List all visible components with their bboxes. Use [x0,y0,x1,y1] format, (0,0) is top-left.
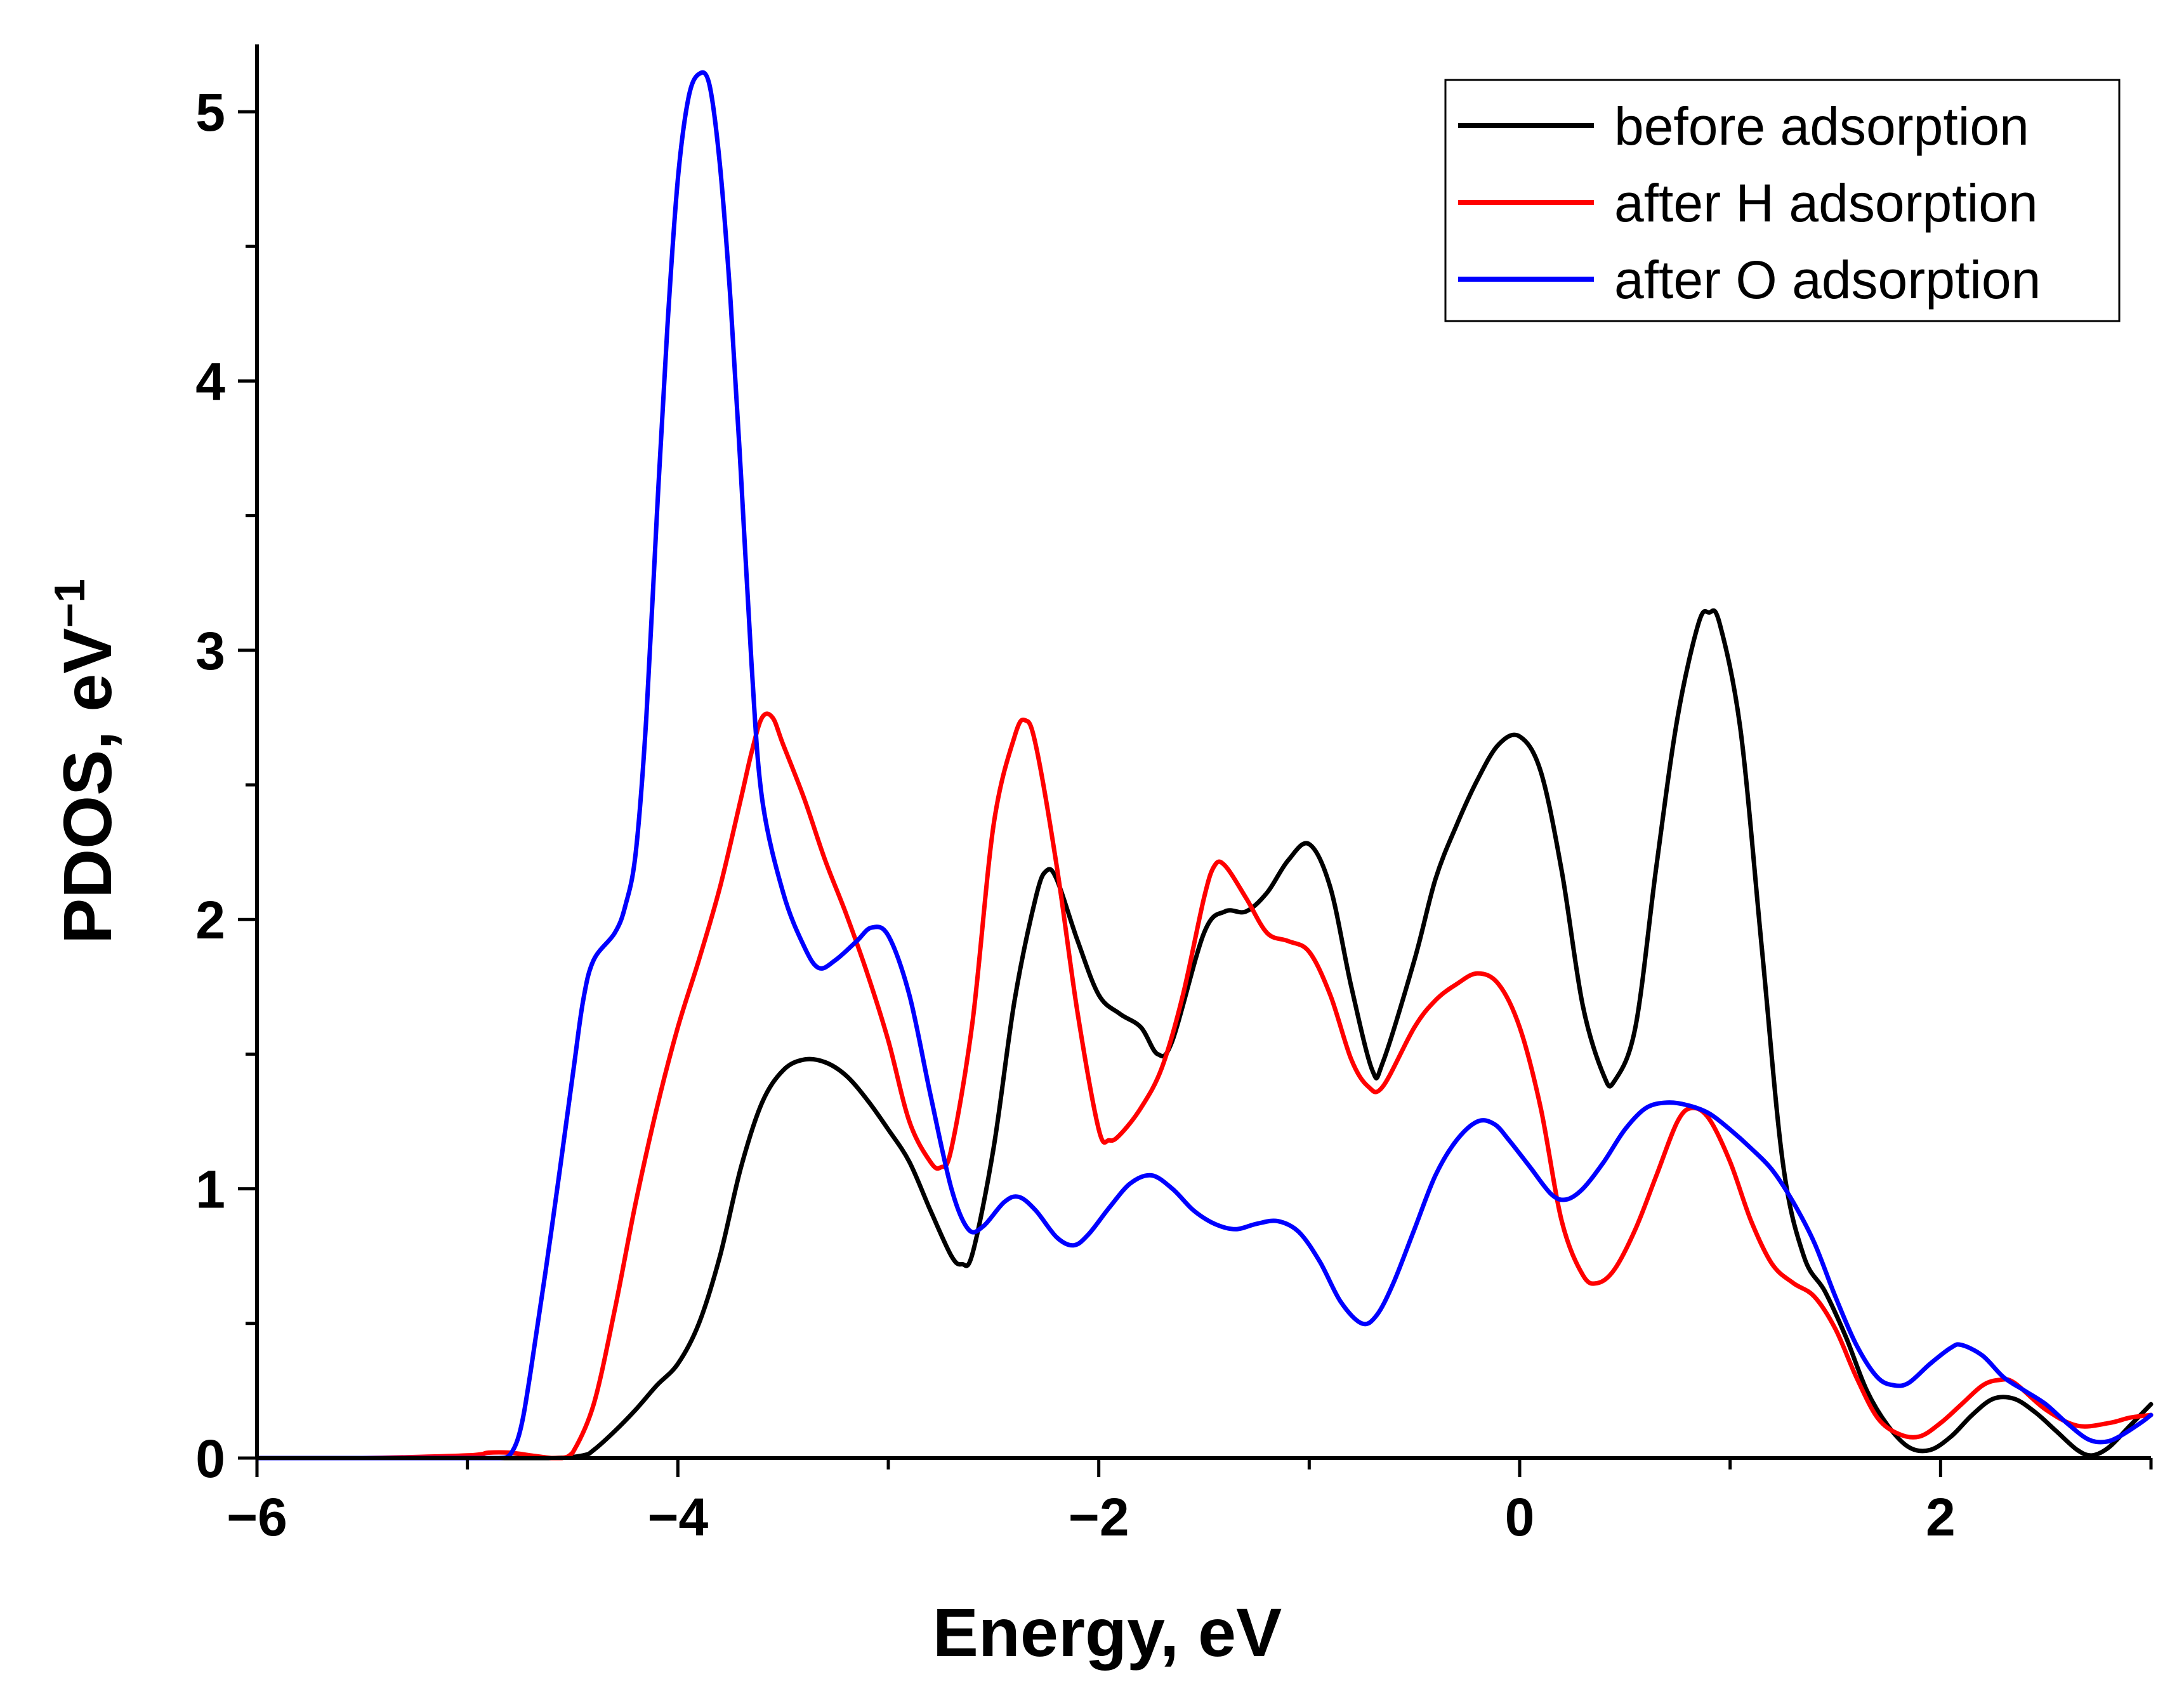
y-axis-title-main: PDOS, eV [49,628,126,944]
y-tick-label: 0 [195,1429,225,1489]
y-tick-label: 2 [195,890,225,950]
y-tick-label: 4 [195,352,225,411]
legend-label-before-adsorption: before adsorption [1614,96,2029,156]
x-tick-label: −2 [1069,1487,1129,1547]
legend-label-after-h-adsorption: after H adsorption [1614,173,2038,233]
series-layer [254,70,2154,1461]
x-tick-label: −4 [647,1487,708,1547]
x-tick-label: 0 [1505,1487,1535,1547]
x-axis-title: Energy, eV [933,1594,1282,1671]
legend-label-after-o-adsorption: after O adsorption [1614,250,2041,310]
x-tick-label: −6 [227,1487,287,1547]
y-axis-title-superscript: −1 [46,579,94,628]
series-line-after-o-adsorption [254,70,2154,1461]
y-tick-label: 5 [195,82,225,142]
y-tick-label: 3 [195,621,225,681]
y-tick-label: 1 [195,1160,225,1219]
x-tick-label: 2 [1926,1487,1956,1547]
series-line-before-adsorption [254,608,2154,1461]
y-axis-title: PDOS, eV−1 [46,579,126,944]
x-ticks: −6 −4 −2 0 2 [227,1458,2153,1547]
series-line-after-h-adsorption [254,711,2154,1461]
y-ticks: 0 1 2 3 4 5 [195,82,257,1489]
legend: before adsorption after H adsorption after… [1444,79,2121,322]
